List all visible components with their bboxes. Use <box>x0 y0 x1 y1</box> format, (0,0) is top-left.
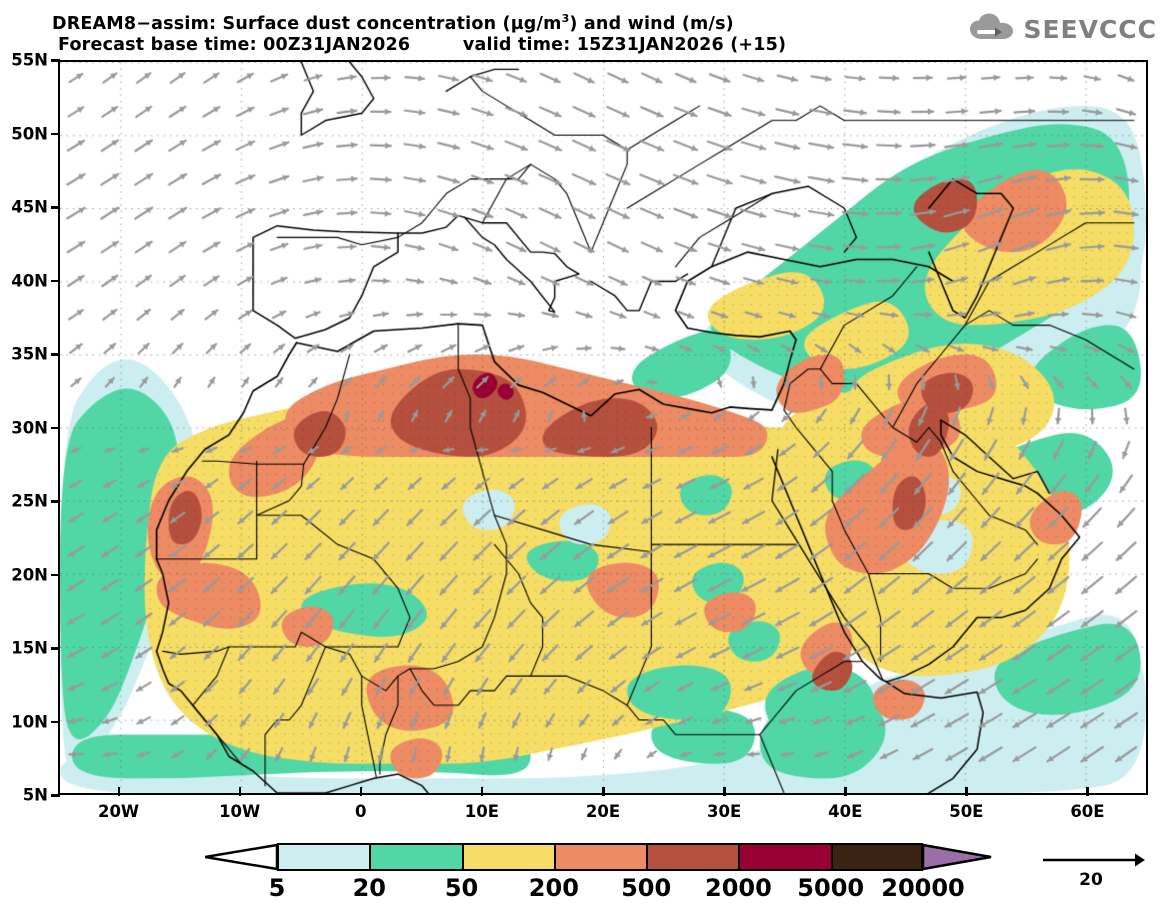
colorbar-band-5000 <box>830 843 923 871</box>
wind-reference-vector: 20 <box>1035 848 1150 894</box>
logo-text: SEEVCCC <box>1023 14 1157 44</box>
y-axis-tick-10N: 10N <box>11 712 48 731</box>
colorbar-band-50 <box>461 843 554 871</box>
colorbar-band-20 <box>369 843 462 871</box>
colorbar-tick-20: 20 <box>352 874 386 902</box>
header: DREAM8−assim: Surface dust concentration… <box>0 0 1165 58</box>
y-axis-tick-20N: 20N <box>11 565 48 584</box>
y-axis-tick-40N: 40N <box>11 271 48 290</box>
colorbar-band-2000 <box>738 843 831 871</box>
colorbar-tick-200: 200 <box>528 874 579 902</box>
chart-title: DREAM8−assim: Surface dust concentration… <box>52 8 786 35</box>
colorbar-tick-20000: 20000 <box>881 874 965 902</box>
wind-reference-label: 20 <box>1079 870 1103 890</box>
title-block: DREAM8−assim: Surface dust concentration… <box>52 8 786 56</box>
colorbar-band-500 <box>646 843 739 871</box>
chart-title-text: DREAM8−assim: Surface dust concentration… <box>52 12 734 34</box>
colorbar-bands <box>205 843 995 871</box>
colorbar-tick-50: 50 <box>444 874 479 902</box>
x-axis-tick-20W: 20W <box>97 802 140 821</box>
x-axis-tick-10E: 10E <box>464 802 499 821</box>
x-axis-tick-0: 0 <box>355 802 367 821</box>
colorbar-tick-labels: 5 20 50 200 500 2000 5000 20000 <box>205 871 995 905</box>
colorbar-band-200 <box>553 843 647 871</box>
forecast-base-time: Forecast base time: 00Z31JAN2026 <box>58 34 411 55</box>
map-plot-area <box>58 60 1148 795</box>
y-axis-tick-15N: 15N <box>11 638 48 658</box>
colorbar-tick-5000: 5000 <box>797 874 865 902</box>
seevccc-logo: SEEVCCC <box>968 12 1157 46</box>
y-axis-tick-45N: 45N <box>11 197 48 217</box>
x-axis-tick-30E: 30E <box>706 802 742 821</box>
colorbar-band-5 <box>277 843 370 871</box>
x-axis-tick-10W: 10W <box>219 802 261 821</box>
forecast-valid-time: valid time: 15Z31JAN2026 (+15) <box>462 34 787 55</box>
y-axis-tick-5N: 5N <box>22 785 48 805</box>
y-axis-tick-35N: 35N <box>11 344 48 364</box>
cloud-icon <box>968 12 1016 46</box>
x-axis-tick-40E: 40E <box>828 802 863 821</box>
x-axis-tick-50E: 50E <box>949 802 984 821</box>
y-axis-tick-30N: 30N <box>11 418 48 437</box>
x-axis-tick-60E: 60E <box>1070 802 1105 821</box>
colorbar-tick-2000: 2000 <box>705 874 772 902</box>
dust-concentration-map <box>60 62 1146 793</box>
y-axis-tick-50N: 50N <box>11 124 48 143</box>
wind-arrow-icon <box>1043 853 1145 867</box>
colorbar-tick-5: 5 <box>268 874 286 902</box>
x-axis-tick-20E: 20E <box>585 802 621 821</box>
y-axis-tick-25N: 25N <box>11 491 48 511</box>
chart-subtitle: Forecast base time: 00Z31JAN2026 valid t… <box>52 35 786 56</box>
colorbar-tick-500: 500 <box>621 874 672 902</box>
colorbar: 5 20 50 200 500 2000 5000 20000 <box>205 843 995 902</box>
